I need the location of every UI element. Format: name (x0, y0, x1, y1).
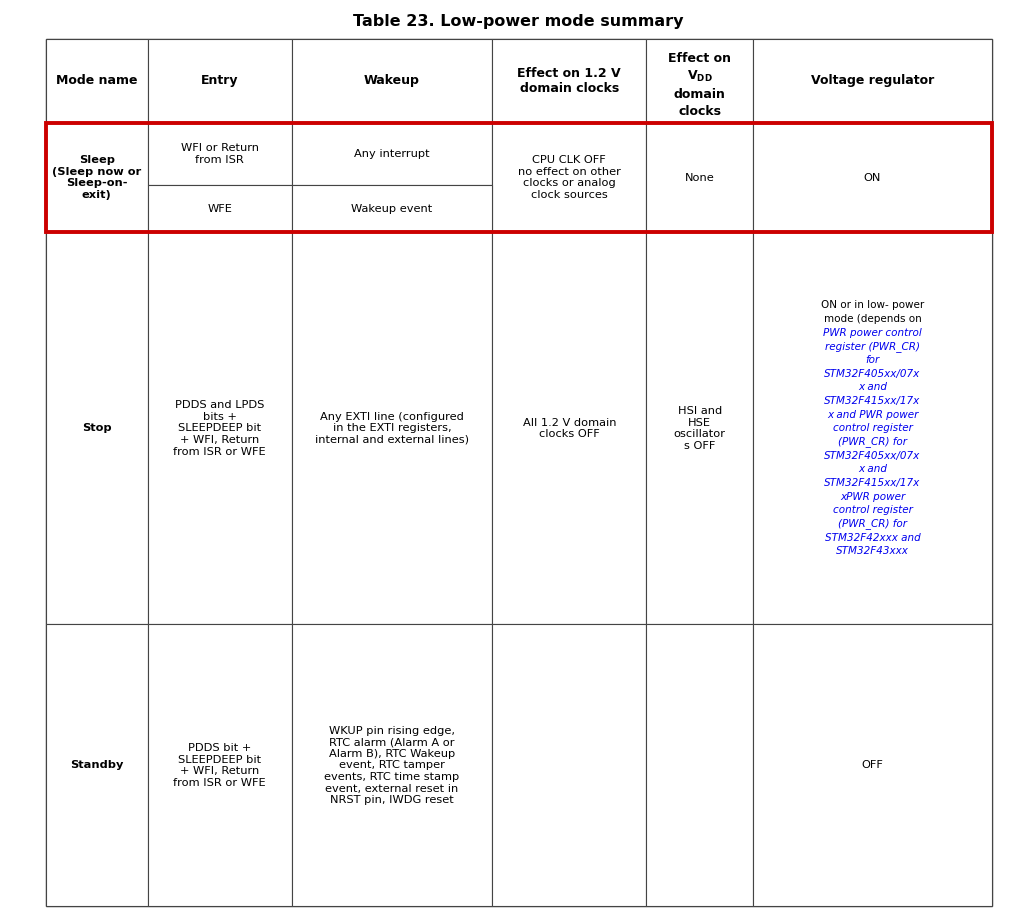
Text: Voltage regulator: Voltage regulator (811, 75, 934, 88)
Bar (492, 233, 646, 625)
Text: PWR power control: PWR power control (823, 328, 922, 338)
Bar (46, 233, 148, 625)
Text: x and: x and (858, 464, 887, 474)
Text: V$_{\mathbf{DD}}$: V$_{\mathbf{DD}}$ (686, 69, 713, 84)
Bar (46, 39, 148, 123)
Bar (292, 625, 492, 906)
Text: All 1.2 V domain
clocks OFF: All 1.2 V domain clocks OFF (522, 417, 617, 439)
Bar (646, 233, 753, 625)
Text: Entry: Entry (201, 75, 238, 88)
Bar (292, 123, 492, 186)
Text: PDDS bit +
SLEEPDEEP bit
+ WFI, Return
from ISR or WFE: PDDS bit + SLEEPDEEP bit + WFI, Return f… (173, 743, 266, 788)
Text: (PWR_CR) for: (PWR_CR) for (838, 437, 907, 448)
Text: x and: x and (858, 382, 887, 392)
Text: STM32F42xxx and: STM32F42xxx and (824, 533, 921, 543)
Text: HSI and
HSE
oscillator
s OFF: HSI and HSE oscillator s OFF (674, 406, 726, 450)
Bar (148, 186, 292, 233)
Bar (753, 123, 992, 233)
Bar (292, 39, 492, 123)
Text: for: for (865, 355, 879, 365)
Bar (148, 39, 292, 123)
Bar (148, 625, 292, 906)
Text: OFF: OFF (862, 761, 883, 771)
Text: Sleep
(Sleep now or
Sleep-on-
exit): Sleep (Sleep now or Sleep-on- exit) (52, 155, 141, 200)
Text: mode (depends on: mode (depends on (823, 314, 922, 324)
Text: WFE: WFE (207, 204, 232, 214)
Bar (753, 39, 992, 123)
Bar (46, 123, 148, 233)
Text: clocks: clocks (678, 105, 721, 118)
Text: Effect on: Effect on (668, 53, 731, 66)
Bar (492, 39, 646, 123)
Bar (292, 186, 492, 233)
Text: STM32F405xx/07x: STM32F405xx/07x (824, 368, 921, 378)
Text: register (PWR_CR): register (PWR_CR) (825, 341, 920, 352)
Text: STM32F405xx/07x: STM32F405xx/07x (824, 450, 921, 461)
Text: Mode name: Mode name (56, 75, 138, 88)
Text: None: None (684, 173, 715, 183)
Text: Any interrupt: Any interrupt (354, 150, 430, 159)
Text: Effect on 1.2 V
domain clocks: Effect on 1.2 V domain clocks (517, 66, 622, 95)
Bar (646, 123, 753, 233)
Bar (492, 625, 646, 906)
Text: Wakeup event: Wakeup event (351, 204, 433, 214)
Bar (646, 39, 753, 123)
Text: STM32F415xx/17x: STM32F415xx/17x (824, 396, 921, 406)
Text: domain: domain (674, 88, 726, 101)
Text: PDDS and LPDS
bits +
SLEEPDEEP bit
+ WFI, Return
from ISR or WFE: PDDS and LPDS bits + SLEEPDEEP bit + WFI… (173, 401, 266, 457)
Bar (753, 233, 992, 625)
Bar (46, 625, 148, 906)
Text: x and PWR power: x and PWR power (826, 410, 918, 420)
Text: WFI or Return
from ISR: WFI or Return from ISR (180, 143, 259, 165)
Text: ON: ON (864, 173, 881, 183)
Text: WKUP pin rising edge,
RTC alarm (Alarm A or
Alarm B), RTC Wakeup
event, RTC tamp: WKUP pin rising edge, RTC alarm (Alarm A… (324, 725, 459, 805)
Bar (148, 233, 292, 625)
Text: Table 23. Low-power mode summary: Table 23. Low-power mode summary (354, 14, 683, 29)
Bar (492, 123, 646, 233)
Bar (46, 123, 992, 233)
Text: Any EXTI line (configured
in the EXTI registers,
internal and external lines): Any EXTI line (configured in the EXTI re… (315, 412, 468, 445)
Text: CPU CLK OFF
no effect on other
clocks or analog
clock sources: CPU CLK OFF no effect on other clocks or… (518, 155, 621, 200)
Text: ON or in low- power: ON or in low- power (821, 300, 924, 310)
Text: Wakeup: Wakeup (364, 75, 420, 88)
Text: xPWR power: xPWR power (840, 492, 906, 501)
Text: control register: control register (832, 424, 913, 433)
Bar (753, 625, 992, 906)
Bar (292, 233, 492, 625)
Bar (148, 123, 292, 186)
Bar (646, 625, 753, 906)
Text: STM32F43xxx: STM32F43xxx (837, 546, 909, 557)
Text: control register: control register (832, 505, 913, 515)
Text: Stop: Stop (82, 424, 112, 433)
Text: STM32F415xx/17x: STM32F415xx/17x (824, 478, 921, 488)
Text: Standby: Standby (70, 761, 124, 771)
Text: (PWR_CR) for: (PWR_CR) for (838, 519, 907, 530)
